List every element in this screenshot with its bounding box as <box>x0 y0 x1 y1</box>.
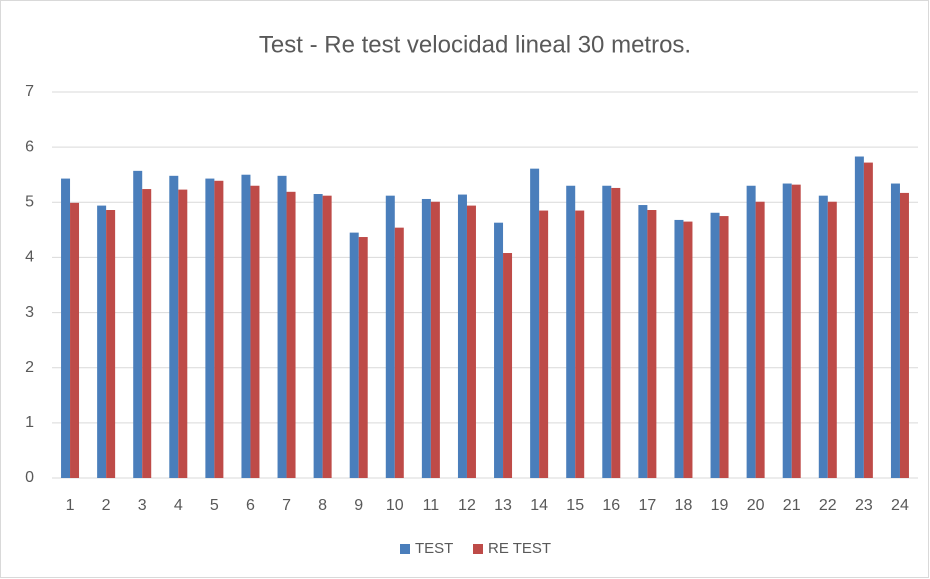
bar <box>421 198 431 478</box>
x-tick-label: 15 <box>566 497 584 514</box>
bar <box>178 189 188 479</box>
bar <box>782 183 792 478</box>
y-tick-label: 4 <box>25 249 34 266</box>
y-tick-label: 0 <box>25 469 34 486</box>
x-tick-label: 12 <box>458 497 476 514</box>
legend-label: RE TEST <box>488 540 551 557</box>
y-tick-label: 5 <box>25 194 34 211</box>
x-tick-label: 8 <box>318 497 327 514</box>
bar <box>827 201 837 478</box>
x-tick-label: 16 <box>602 497 620 514</box>
bar <box>647 210 657 478</box>
bar <box>674 219 684 478</box>
bar <box>575 210 585 479</box>
bar <box>394 227 404 478</box>
x-tick-label: 23 <box>855 497 873 514</box>
bar <box>214 180 224 478</box>
bar <box>133 170 143 478</box>
x-tick-label: 14 <box>530 497 548 514</box>
chart-title: Test - Re test velocidad lineal 30 metro… <box>259 31 691 58</box>
x-tick-label: 22 <box>819 497 837 514</box>
x-tick-label: 13 <box>494 497 512 514</box>
x-tick-label: 17 <box>638 497 656 514</box>
bar <box>385 195 395 478</box>
legend-swatch <box>400 544 410 554</box>
bar <box>899 192 909 478</box>
x-tick-label: 2 <box>102 497 111 514</box>
bar <box>241 174 251 478</box>
bar <box>286 191 296 478</box>
x-tick-label: 18 <box>675 497 693 514</box>
x-tick-label: 11 <box>423 497 440 514</box>
x-tick-label: 7 <box>282 497 291 514</box>
x-tick-label: 1 <box>66 497 75 514</box>
bar <box>683 221 693 479</box>
x-tick-label: 19 <box>711 497 729 514</box>
x-tick-label: 24 <box>891 497 909 514</box>
bar <box>755 201 765 478</box>
bar <box>169 175 179 478</box>
bar <box>719 216 729 479</box>
bar <box>566 185 576 478</box>
x-tick-label: 10 <box>386 497 404 514</box>
bar <box>349 232 359 478</box>
bar <box>863 162 873 478</box>
bar <box>142 189 152 478</box>
bar <box>97 205 107 478</box>
x-tick-label: 21 <box>783 497 801 514</box>
bar <box>854 156 864 478</box>
bar <box>70 202 80 478</box>
y-tick-label: 6 <box>25 138 34 155</box>
bar <box>638 205 648 479</box>
bar <box>539 210 549 479</box>
y-tick-label: 3 <box>25 304 34 321</box>
y-tick-label: 2 <box>25 359 34 376</box>
x-tick-label: 20 <box>747 497 765 514</box>
bar <box>818 195 828 478</box>
bar <box>710 212 720 478</box>
bar <box>358 237 368 478</box>
bar <box>322 195 332 478</box>
bar <box>430 201 440 478</box>
y-tick-label: 1 <box>25 414 34 431</box>
bar <box>466 205 476 478</box>
bar <box>746 185 756 478</box>
bar <box>791 184 801 478</box>
bar <box>457 194 467 478</box>
legend-label: TEST <box>415 540 453 557</box>
x-tick-label: 3 <box>138 497 147 514</box>
x-tick-label: 5 <box>210 497 219 514</box>
bar <box>250 185 260 478</box>
bar <box>602 185 612 478</box>
bar <box>503 253 513 478</box>
bar <box>61 178 71 478</box>
bar <box>277 175 287 478</box>
bar <box>890 183 900 478</box>
bar <box>205 178 215 478</box>
y-tick-label: 7 <box>25 83 34 100</box>
bar <box>530 168 540 479</box>
legend-swatch <box>473 544 483 554</box>
bar <box>611 187 621 478</box>
bar <box>313 194 323 478</box>
bar <box>106 210 116 478</box>
x-tick-label: 6 <box>246 497 255 514</box>
x-tick-label: 9 <box>354 497 363 514</box>
x-tick-label: 4 <box>174 497 183 514</box>
bar <box>494 222 504 478</box>
